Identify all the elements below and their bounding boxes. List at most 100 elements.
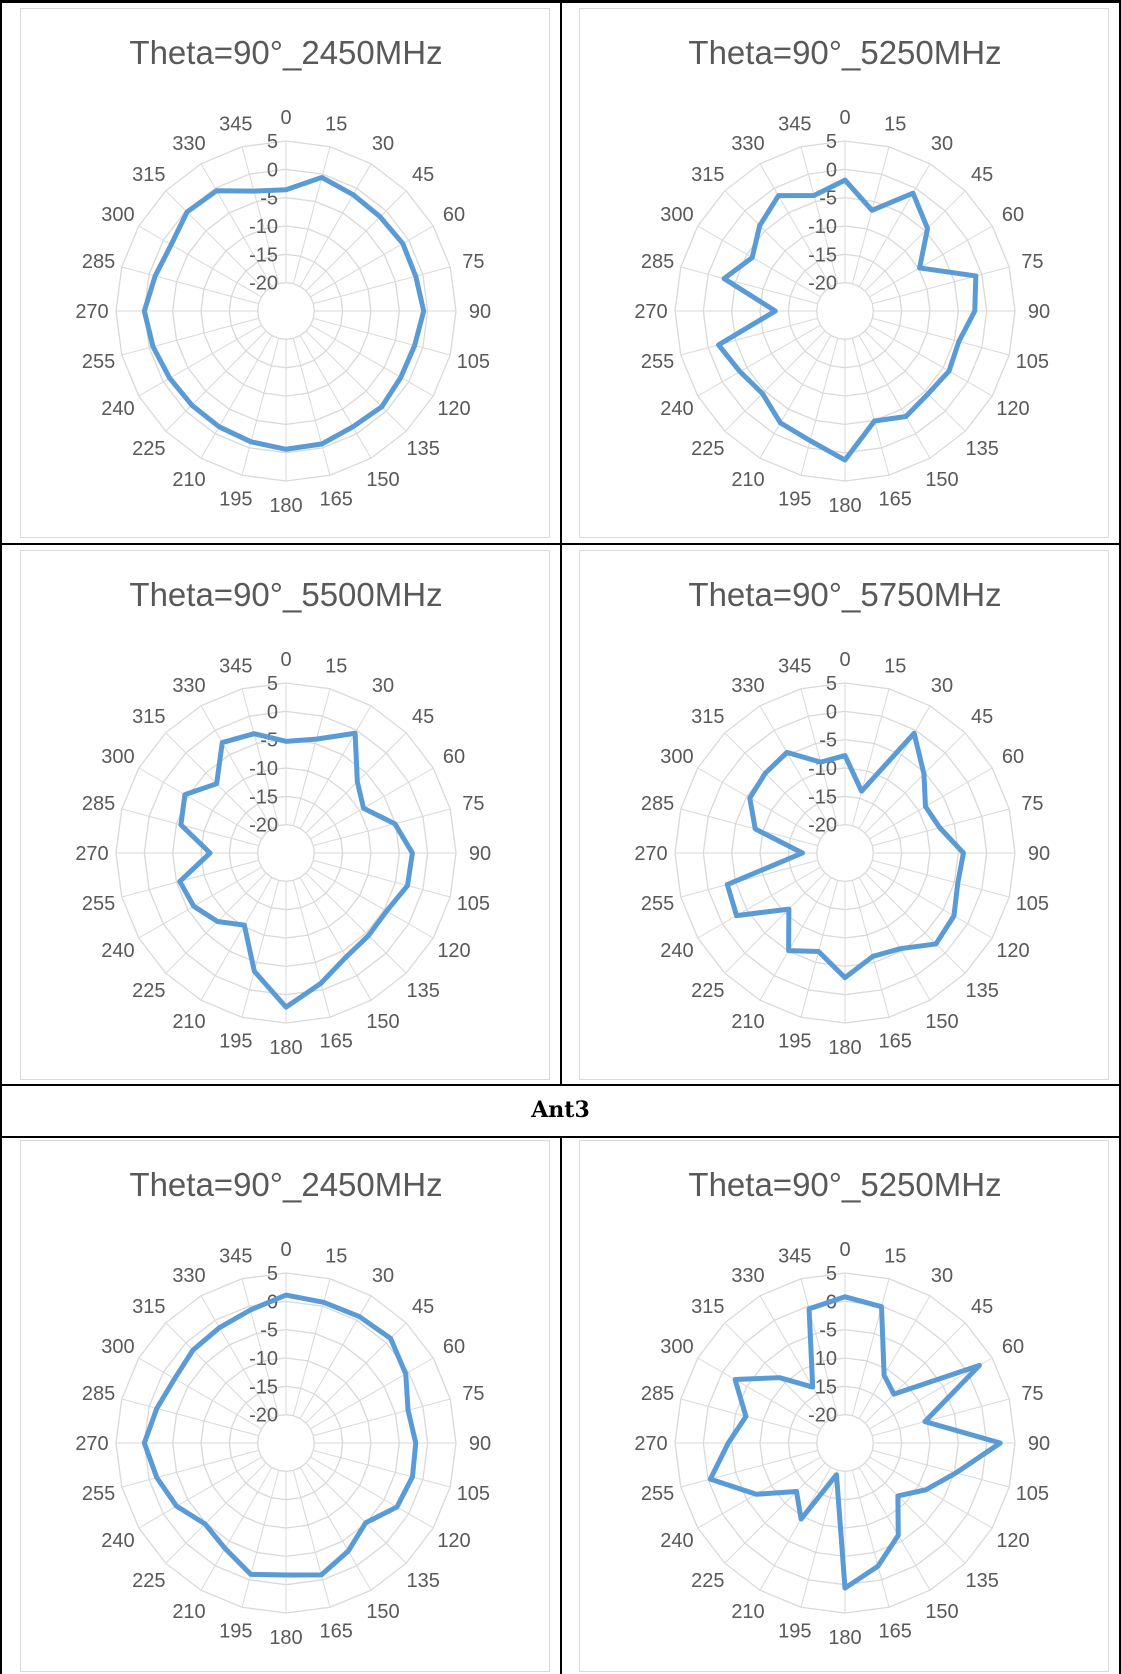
angle-tick-label: 270 bbox=[634, 843, 667, 865]
angle-tick-label: 120 bbox=[996, 1530, 1029, 1552]
angle-tick-label: 195 bbox=[778, 488, 811, 510]
grid-spoke bbox=[299, 877, 372, 1001]
angle-tick-label: 300 bbox=[101, 1336, 134, 1358]
angle-tick-label: 180 bbox=[269, 1627, 302, 1649]
grid-spoke bbox=[200, 1467, 273, 1591]
grid-spoke bbox=[864, 872, 966, 974]
angle-tick-label: 315 bbox=[132, 706, 165, 728]
grid-spoke bbox=[800, 1470, 839, 1608]
grid-spoke bbox=[724, 1322, 826, 1424]
angle-tick-label: 165 bbox=[879, 1620, 912, 1642]
angle-tick-label: 345 bbox=[219, 114, 252, 136]
radial-tick-label: 0 bbox=[267, 701, 278, 723]
grid-spoke bbox=[858, 1295, 931, 1419]
grid-spoke bbox=[869, 225, 993, 298]
grid-spoke bbox=[121, 1449, 259, 1488]
angle-tick-label: 45 bbox=[412, 706, 434, 728]
angle-tick-label: 135 bbox=[406, 438, 439, 460]
grid-spoke bbox=[858, 877, 931, 1001]
grid-spoke bbox=[292, 1470, 331, 1608]
grid-spoke bbox=[200, 163, 273, 287]
angle-tick-label: 45 bbox=[971, 1296, 993, 1318]
table-divider-row-1 bbox=[0, 543, 1121, 545]
grid-spoke bbox=[138, 767, 262, 840]
angle-tick-label: 90 bbox=[1028, 301, 1050, 323]
angle-tick-label: 210 bbox=[731, 469, 764, 491]
angle-tick-label: 255 bbox=[82, 893, 115, 915]
radial-tick-label: -10 bbox=[249, 1348, 278, 1370]
angle-tick-label: 345 bbox=[778, 656, 811, 678]
radial-tick-label: 5 bbox=[267, 1263, 278, 1285]
radial-tick-label: -15 bbox=[249, 244, 278, 266]
angle-tick-label: 75 bbox=[462, 251, 484, 273]
grid-spoke bbox=[138, 1456, 262, 1529]
angle-tick-label: 0 bbox=[280, 1239, 291, 1261]
angle-tick-label: 165 bbox=[879, 488, 912, 510]
chart-panel-4: Theta=90°_5750MHz 0 15 30 45 60 75 90 105 120 135 1… bbox=[579, 550, 1109, 1080]
grid-spoke bbox=[872, 266, 1010, 305]
angle-tick-label: 60 bbox=[443, 204, 465, 226]
angle-tick-label: 15 bbox=[884, 1246, 906, 1268]
angle-tick-label: 135 bbox=[965, 980, 998, 1002]
grid-spoke bbox=[869, 324, 993, 397]
angle-tick-label: 30 bbox=[931, 1265, 953, 1287]
grid-spoke bbox=[697, 866, 821, 939]
angle-tick-label: 150 bbox=[925, 1011, 958, 1033]
grid-spoke bbox=[851, 338, 890, 476]
grid-spoke bbox=[310, 225, 434, 298]
grid-spoke bbox=[299, 163, 372, 287]
chart-title: Theta=90°_5250MHz bbox=[688, 34, 1001, 71]
grid-spoke bbox=[313, 317, 451, 356]
angle-tick-label: 105 bbox=[1016, 893, 1049, 915]
chart-panel-3: Theta=90°_5500MHz 0 15 30 45 60 75 90 105 120 135 1… bbox=[20, 550, 550, 1080]
angle-tick-label: 30 bbox=[931, 133, 953, 155]
angle-tick-label: 330 bbox=[731, 1265, 764, 1287]
angle-tick-label: 315 bbox=[132, 1296, 165, 1318]
grid-spoke bbox=[313, 1398, 451, 1437]
polar-chart-6: Theta=90°_5250MHz 0 15 30 45 60 75 90 105 120 135 1… bbox=[634, 1166, 1050, 1649]
angle-tick-label: 210 bbox=[172, 1601, 205, 1623]
grid-spoke bbox=[241, 1470, 280, 1608]
angle-tick-label: 30 bbox=[372, 1265, 394, 1287]
grid-spoke bbox=[800, 688, 839, 826]
grid-spoke bbox=[851, 688, 890, 826]
grid-spoke bbox=[310, 767, 434, 840]
radial-tick-label: -20 bbox=[808, 815, 837, 837]
angle-tick-label: 120 bbox=[437, 398, 470, 420]
grid-spoke bbox=[313, 808, 451, 847]
angle-tick-label: 315 bbox=[691, 1296, 724, 1318]
series-line bbox=[141, 174, 427, 452]
grid-spoke bbox=[305, 872, 407, 974]
polar-chart-5: Theta=90°_2450MHz 0 15 30 45 60 75 90 105 120 135 1… bbox=[75, 1166, 491, 1649]
radial-tick-label: 5 bbox=[267, 131, 278, 153]
angle-tick-label: 240 bbox=[101, 1530, 134, 1552]
angle-tick-label: 300 bbox=[660, 204, 693, 226]
grid-spoke bbox=[292, 880, 331, 1018]
grid-spoke bbox=[310, 1357, 434, 1430]
grid-spoke bbox=[800, 146, 839, 284]
grid-spoke bbox=[800, 338, 839, 476]
angle-tick-label: 270 bbox=[75, 301, 108, 323]
chart-panel-6: Theta=90°_5250MHz 0 15 30 45 60 75 90 105 120 135 1… bbox=[579, 1140, 1109, 1672]
angle-tick-label: 255 bbox=[82, 1483, 115, 1505]
radial-tick-label: -10 bbox=[808, 216, 837, 238]
angle-tick-label: 45 bbox=[971, 706, 993, 728]
angle-tick-label: 255 bbox=[641, 1483, 674, 1505]
grid-spoke bbox=[121, 317, 259, 356]
grid-spoke bbox=[138, 1357, 262, 1430]
radial-tick-label: -10 bbox=[808, 1348, 837, 1370]
angle-tick-label: 60 bbox=[1002, 204, 1024, 226]
angle-tick-label: 240 bbox=[101, 940, 134, 962]
angle-tick-label: 255 bbox=[641, 893, 674, 915]
grid-spoke bbox=[759, 705, 832, 829]
angle-tick-label: 225 bbox=[691, 1570, 724, 1592]
radial-tick-label: 5 bbox=[826, 131, 837, 153]
angle-tick-label: 30 bbox=[372, 133, 394, 155]
grid-spoke bbox=[869, 1456, 993, 1529]
angle-tick-label: 180 bbox=[269, 495, 302, 517]
angle-tick-label: 165 bbox=[879, 1030, 912, 1052]
polar-chart-3: Theta=90°_5500MHz 0 15 30 45 60 75 90 105 120 135 1… bbox=[75, 576, 491, 1059]
grid-spoke bbox=[292, 146, 331, 284]
angle-tick-label: 0 bbox=[839, 649, 850, 671]
grid-spoke bbox=[680, 266, 818, 305]
